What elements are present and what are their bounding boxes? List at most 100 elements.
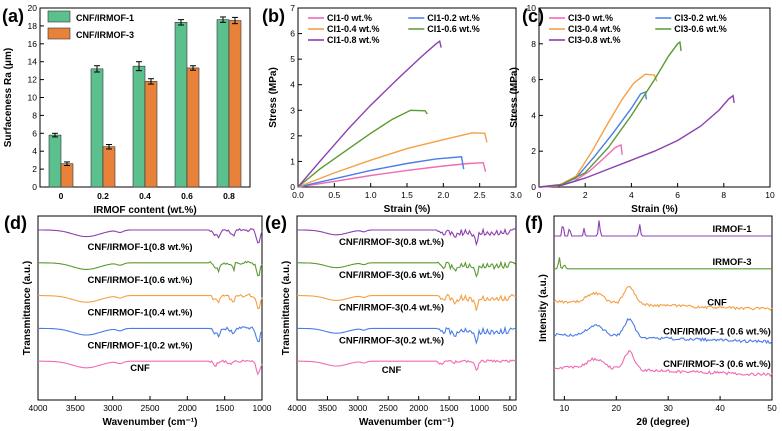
x-tick-label: 0.0 <box>292 190 304 200</box>
series-line <box>297 132 488 188</box>
series-line <box>38 359 263 376</box>
y-tick-label: 6 <box>290 29 295 39</box>
y-tick-label: 2 <box>290 131 295 141</box>
legend-label: CI3-0.2 wt.% <box>674 13 727 23</box>
y-tick-label: 10 <box>28 93 38 103</box>
y-axis-title: Surfaceness Ra (μm) <box>3 48 14 148</box>
panel-f-frame <box>553 215 773 401</box>
x-tick-label: 6 <box>675 190 680 200</box>
x-tick-label: 1.5 <box>401 190 413 200</box>
legend-label: CI3-0.8 wt.% <box>568 35 621 45</box>
series-line <box>297 325 517 345</box>
bar <box>174 22 188 188</box>
series-label: IRMOF-1 <box>712 224 752 235</box>
y-tick-label: 6 <box>32 128 37 138</box>
series-label: IRMOF-3 <box>712 257 751 268</box>
y-tick-label: 3 <box>290 105 295 115</box>
x-tick-label: 3.0 <box>510 190 522 200</box>
y-tick-label: 6 <box>531 75 536 85</box>
series-line <box>297 40 442 188</box>
x-tick-label: 0.4 <box>139 191 151 201</box>
series-label: CNF <box>707 298 727 309</box>
x-tick-label: 3000 <box>348 403 367 413</box>
series-line <box>538 91 648 188</box>
x-tick-label: 0.6 <box>181 191 193 201</box>
x-tick-label: 50 <box>767 403 777 413</box>
x-tick-label: 500 <box>503 403 517 413</box>
series-label: CNF/IRMOF-1(0.8 wt.%) <box>87 242 192 253</box>
series-line <box>554 220 772 237</box>
y-axis-title: Transmittance (a.u.) <box>281 261 292 355</box>
x-tick-label: 0 <box>59 191 64 201</box>
panel-f: (f) 10 20 30 40 50 2θ (degree) Intensity (a.u.)… <box>525 213 777 428</box>
panel-c-frame <box>538 7 771 188</box>
panel-a: (a) 0 2 4 6 8 10 12 14 16 18 20 0 0.2 0.4 0.6 0.8 IRMOF c… <box>2 3 251 216</box>
y-tick-label: 0 <box>531 182 536 192</box>
series-label: CNF/IRMOF-3(0.2 wt.%) <box>339 335 444 346</box>
bar <box>186 67 200 188</box>
x-axis-title: Strain (%) <box>384 204 431 215</box>
series-line <box>538 40 682 188</box>
x-tick-label: 4000 <box>29 403 48 413</box>
x-tick-label: 3500 <box>318 403 337 413</box>
bar <box>132 65 146 188</box>
x-axis-title: Wavenumber (cm⁻¹) <box>359 417 454 428</box>
x-tick-label: 10 <box>560 403 570 413</box>
x-tick-label: 4 <box>629 190 634 200</box>
series-label: CNF/IRMOF-3(0.6 wt.%) <box>339 270 444 281</box>
legend-swatch <box>47 27 71 40</box>
x-tick-label: 2000 <box>409 403 428 413</box>
bar <box>216 19 230 188</box>
y-tick-label: 8 <box>32 110 37 120</box>
legend-label: CI3-0.6 wt.% <box>674 24 727 34</box>
y-tick-label: 4 <box>531 110 536 120</box>
x-axis-title: IRMOF content (wt.%) <box>93 205 196 216</box>
x-tick-label: 8 <box>721 190 726 200</box>
series-line <box>38 293 263 310</box>
y-axis-title: Transmittance (a.u.) <box>22 261 33 355</box>
series-line <box>297 260 517 278</box>
series-label: CNF <box>382 365 402 376</box>
x-tick-label: 2.0 <box>437 190 449 200</box>
y-tick-label: 2 <box>32 164 37 174</box>
y-axis-title: Stress (MPa) <box>268 67 279 128</box>
series-line <box>553 318 773 345</box>
y-axis-title: Stress (MPa) <box>509 67 520 128</box>
x-tick-label: 1500 <box>215 403 234 413</box>
series-label: CNF/IRMOF-3(0.4 wt.%) <box>339 303 444 314</box>
panel-d: (d) 4000 3500 3000 2500 2000 1500 1000 Wavenumbe… <box>4 213 272 428</box>
y-tick-label: 4 <box>32 146 37 156</box>
series-line <box>297 359 517 372</box>
series-label: CNF/IRMOF-3 (0.6 wt.%) <box>663 359 771 370</box>
series-line <box>538 94 735 188</box>
x-tick-label: 40 <box>715 403 725 413</box>
series-line <box>38 227 263 244</box>
x-tick-label: 1500 <box>440 403 459 413</box>
series-line <box>538 143 623 188</box>
legend-label: CNF/IRMOF-1 <box>76 13 134 23</box>
x-tick-label: 4000 <box>288 403 307 413</box>
x-tick-label: 2 <box>583 190 588 200</box>
panel-letter: (d) <box>4 213 27 233</box>
x-tick-label: 1000 <box>253 403 272 413</box>
legend-label: CI1-0 wt.% <box>327 13 372 23</box>
panel-letter: (f) <box>525 213 543 233</box>
x-tick-label: 20 <box>612 403 622 413</box>
x-axis-title: Strain (%) <box>631 204 678 215</box>
y-tick-label: 7 <box>290 3 295 13</box>
x-tick-label: 0.2 <box>97 191 109 201</box>
series-label: CNF <box>130 363 150 374</box>
x-tick-label: 2500 <box>141 403 160 413</box>
series-line <box>297 109 428 188</box>
y-tick-label: 5 <box>290 54 295 64</box>
series-line <box>297 161 487 188</box>
x-tick-label: 2500 <box>379 403 398 413</box>
y-tick-label: 4 <box>290 80 295 90</box>
panel-b: (b) 0.0 0.5 1.0 1.5 2.0 2.5 3.0 0 1 2 3 4 5 6 7 Strain (… <box>262 3 522 215</box>
y-tick-label: 0 <box>32 182 37 192</box>
x-tick-label: 30 <box>663 403 673 413</box>
bar <box>48 134 62 188</box>
x-axis-title: Wavenumber (cm⁻¹) <box>103 417 198 428</box>
